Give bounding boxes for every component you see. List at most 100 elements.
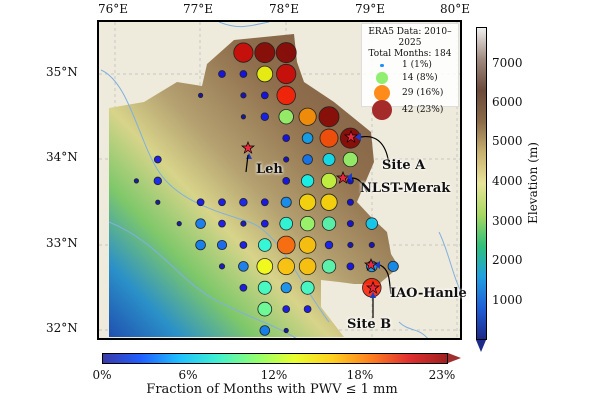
fraction-tick: 0% — [92, 368, 112, 382]
grid-point-marker — [254, 42, 276, 64]
lon-tick: 80°E — [439, 2, 471, 16]
grid-point-marker — [239, 283, 248, 292]
site-a-star-icon — [343, 130, 359, 143]
grid-point-marker — [277, 257, 295, 276]
grid-point-marker — [322, 153, 336, 166]
grid-point-marker — [195, 239, 206, 251]
legend-entry: 29 (16%) — [362, 84, 458, 102]
grid-point-marker — [303, 305, 312, 313]
fraction-tick: 12% — [260, 368, 288, 382]
grid-point-marker — [342, 151, 359, 168]
leh-star-icon — [240, 141, 256, 154]
legend-entry: 42 (23%) — [362, 99, 458, 121]
grid-point-marker — [346, 220, 354, 228]
elevation-tick: 2000 — [492, 253, 523, 267]
legend-label: 29 (16%) — [402, 87, 444, 98]
site-label-leh: Leh — [256, 162, 283, 177]
grid-point-marker — [318, 106, 340, 128]
elevation-colorbar-title: Elevation (m) — [526, 142, 540, 224]
legend-marker — [380, 63, 384, 68]
grid-point-marker — [321, 216, 337, 231]
site-label-iao-hanle: IAO-Hanle — [390, 286, 467, 301]
grid-point-marker — [233, 42, 254, 63]
grid-point-marker — [275, 42, 297, 64]
elevation-colorbar-extend-top — [476, 14, 486, 27]
fraction-tick: 23% — [428, 368, 456, 382]
grid-point-marker — [302, 154, 313, 165]
grid-point-marker — [299, 215, 316, 232]
grid-point-marker — [260, 112, 269, 121]
site-label-site-b: Site B — [347, 317, 392, 332]
grid-point-marker — [298, 193, 317, 211]
grid-point-marker — [282, 305, 291, 313]
site-markers — [240, 130, 381, 294]
legend-subtitle: Total Months: 184 — [368, 49, 452, 59]
grid-point-marker — [324, 240, 334, 250]
grid-point-marker — [280, 196, 292, 208]
grid-point-marker — [387, 260, 399, 272]
grid-point-marker — [259, 325, 271, 336]
grid-point-marker — [240, 92, 247, 99]
grid-point-marker — [239, 70, 248, 78]
elevation-colorbar — [476, 27, 487, 340]
grid-point-marker — [176, 221, 182, 227]
grid-point-marker — [278, 109, 294, 125]
grid-point-marker — [195, 218, 206, 229]
fraction-colorbar-title: Fraction of Months with PWV ≤ 1 mm — [146, 382, 398, 397]
elevation-tick: 7000 — [492, 56, 523, 70]
legend-entry: 14 (8%) — [362, 71, 458, 85]
triangle-icon — [355, 133, 361, 141]
lon-tick: 76°E — [97, 2, 129, 16]
terrain-region — [109, 34, 399, 337]
grid-point-marker — [153, 176, 162, 186]
elevation-tick: 6000 — [492, 95, 523, 109]
legend-title: ERA5 Data: 2010–2025 — [368, 27, 452, 48]
size-legend: ERA5 Data: 2010–2025 Total Months: 184 1… — [361, 23, 459, 121]
grid-point-marker — [218, 198, 226, 207]
nlst-merak-star-icon — [335, 171, 351, 184]
elevation-tick: 5000 — [492, 134, 523, 148]
grid-point-marker — [260, 219, 269, 228]
grid-point-marker — [155, 199, 161, 205]
grid-point-marker — [298, 236, 317, 254]
grid-point-marker — [301, 132, 314, 144]
grid-point-marker — [276, 63, 297, 85]
grid-point-marker — [276, 235, 296, 255]
legend-entry: 1 (1%) — [362, 60, 458, 71]
grid-point-marker — [321, 259, 337, 274]
leader-lines — [245, 136, 392, 318]
grid-point-marker — [256, 258, 274, 275]
legend-label: 14 (8%) — [402, 72, 438, 83]
grid-point-marker — [368, 241, 375, 249]
grid-point-markers — [133, 42, 399, 336]
grid-point-marker — [276, 85, 296, 106]
grid-point-marker — [260, 91, 269, 100]
triangle-icon — [347, 173, 352, 181]
elevation-tick: 3000 — [492, 214, 523, 228]
grid-point-marker — [282, 134, 291, 142]
grid-point-marker — [257, 280, 272, 295]
lat-tick: 34°N — [46, 150, 78, 164]
grid-point-marker — [301, 174, 315, 188]
grid-point-marker — [300, 280, 315, 295]
grid-point-marker — [240, 220, 247, 227]
grid-point-marker — [239, 241, 248, 249]
legend-label: 42 (23%) — [402, 104, 444, 115]
grid-point-marker — [258, 238, 272, 252]
map-canvas — [99, 22, 460, 338]
grid-point-marker — [319, 128, 339, 148]
triangle-icon — [375, 261, 380, 269]
fraction-tick: 6% — [178, 368, 198, 382]
lon-tick: 79°E — [354, 2, 386, 16]
grid-point-marker — [153, 155, 162, 164]
triangle-icon — [370, 292, 376, 298]
grid-point-marker — [365, 217, 378, 230]
grid-point-marker — [239, 198, 248, 207]
grid-point-marker — [279, 216, 293, 231]
grid-point-marker — [256, 65, 274, 83]
lon-tick: 77°E — [182, 2, 214, 16]
grid-point-marker — [216, 239, 228, 251]
lon-tick: 78°E — [268, 2, 300, 16]
grid-point-marker — [218, 263, 226, 270]
site-label-nlst-merak: NLST-Merak — [360, 181, 451, 196]
